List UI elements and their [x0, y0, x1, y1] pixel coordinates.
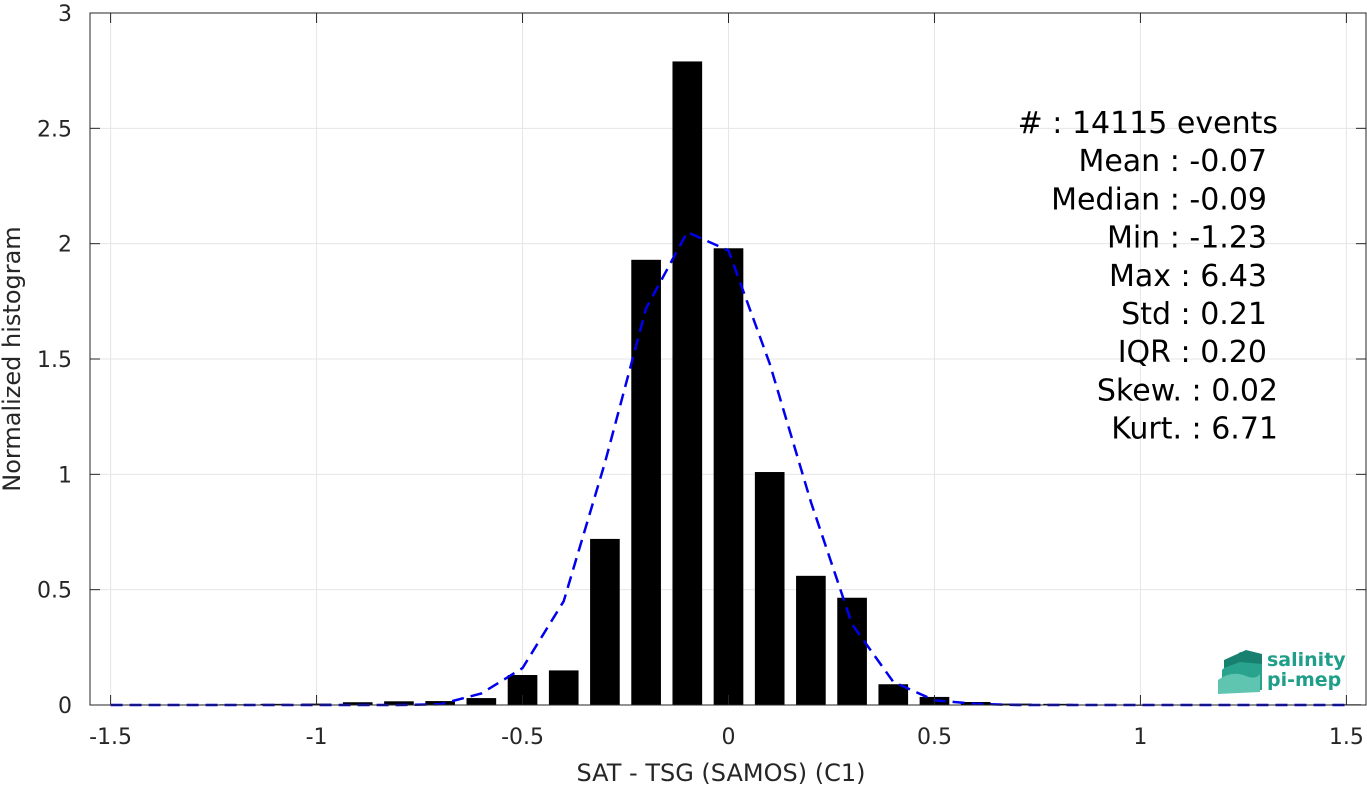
stat-line: Max : 6.43: [1109, 259, 1267, 294]
salinity-pimep-logo: salinity pi-mep: [1218, 649, 1346, 694]
y-tick-label: 3: [58, 2, 72, 27]
stat-line: Min : -1.23: [1107, 221, 1267, 256]
stat-line: Median : -0.09: [1051, 182, 1267, 217]
histogram-bar: [590, 538, 620, 705]
fit-curve: [110, 230, 1347, 707]
histogram-bar: [466, 698, 497, 705]
x-tick-label: 1: [1133, 725, 1147, 750]
y-tick-label: 2.5: [37, 117, 72, 142]
histogram-bar: [837, 597, 867, 705]
histogram-bar: [713, 248, 744, 705]
x-tick-label: 1.5: [1329, 725, 1364, 750]
stat-line: IQR : 0.20: [1118, 335, 1267, 370]
y-tick-label: 1: [58, 463, 72, 488]
histogram-bar: [384, 701, 414, 705]
x-tick-label: -1: [306, 725, 328, 750]
x-tick-label: -0.5: [501, 725, 544, 750]
histogram-bar: [878, 684, 909, 705]
y-tick-label: 0: [58, 694, 72, 719]
axes: [89, 12, 1367, 706]
stat-line: Mean : -0.07: [1078, 144, 1267, 179]
histogram-bar: [548, 670, 579, 705]
logo-line1: salinity: [1267, 649, 1346, 671]
histogram-bar: [796, 575, 826, 705]
y-tick-label: 2: [58, 233, 72, 258]
stat-line: Skew. : 0.02: [1097, 373, 1278, 408]
stat-line: Kurt. : 6.71: [1111, 412, 1278, 447]
logo-line2: pi-mep: [1267, 669, 1341, 691]
histogram-bar: [342, 702, 373, 705]
x-tick-label: -1.5: [89, 725, 132, 750]
histogram-bar: [754, 472, 785, 705]
tick-labels: -1.5 -1 -0.5 0 0.5 1 1.5 0 0.5 1 1.5 2 2.5 3: [37, 2, 1364, 750]
y-tick-label: 0.5: [37, 579, 72, 604]
histogram-bar: [631, 259, 661, 705]
histogram-bar: [672, 61, 703, 705]
fit-curve-line: [110, 230, 1347, 707]
histogram-bars: [219, 61, 1362, 706]
stat-line: # : 14115 events: [1018, 106, 1278, 141]
histogram-bar: [260, 703, 291, 705]
y-axis-label: Normalized histogram: [0, 226, 26, 491]
x-tick-label: 0.5: [917, 725, 952, 750]
stat-line: Std : 0.21: [1121, 297, 1267, 332]
x-axis-label: SAT - TSG (SAMOS) (C1): [577, 759, 866, 785]
y-tick-label: 1.5: [37, 348, 72, 373]
logo-icon: [1218, 650, 1262, 694]
x-tick-label: 0: [722, 725, 736, 750]
